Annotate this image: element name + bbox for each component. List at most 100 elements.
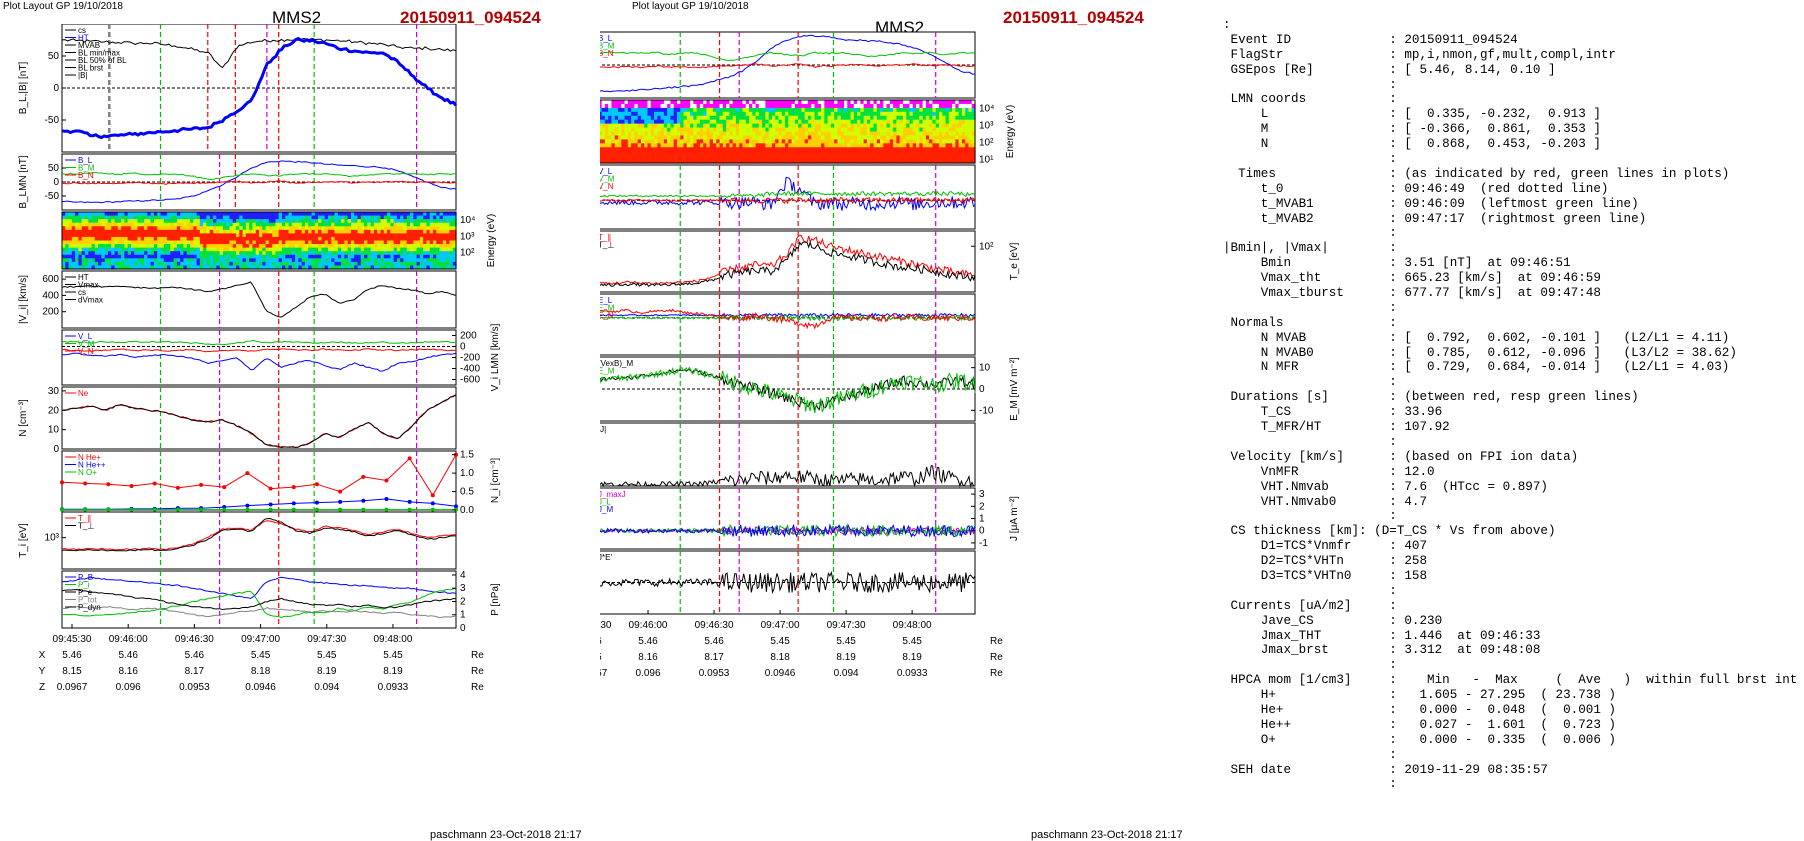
spectrogram-cell [902, 100, 907, 105]
spectrogram-cell [922, 135, 927, 140]
spectrogram-cell [219, 244, 224, 249]
spectrogram-cell [794, 155, 799, 160]
spectrogram-cell [101, 240, 106, 245]
spectrogram-cell [170, 251, 175, 256]
spectrogram-cell [173, 236, 178, 242]
spectrogram-cell [844, 119, 848, 125]
spectrogram-cell [896, 155, 901, 160]
spectrogram-cell [902, 147, 907, 152]
spectrogram-cell [614, 107, 619, 113]
spectrogram-cell [91, 254, 96, 259]
spectrogram-cell [242, 226, 247, 231]
spectrogram-cell [965, 119, 970, 125]
spectrogram-cell [196, 251, 201, 256]
spectrogram-cell [226, 226, 231, 231]
spectrogram-cell [814, 111, 819, 117]
spectrogram-cell [922, 107, 927, 113]
spectrogram-cell [209, 251, 214, 256]
spectrogram-cell [765, 155, 770, 160]
spectrogram-cell [183, 240, 188, 245]
spectrogram-cell [654, 119, 658, 125]
spectrogram-cell [618, 151, 622, 156]
spectrogram-cell [676, 159, 681, 164]
spectrogram-cell [91, 226, 96, 231]
spectrogram-cell [719, 103, 724, 109]
spectrogram-cell [153, 251, 158, 256]
spectrogram-cell [755, 119, 760, 125]
spectrogram-cell [104, 261, 109, 267]
series-line [61, 348, 456, 353]
spectrogram-cell [304, 212, 309, 217]
spectrogram-cell [176, 212, 181, 217]
spectrogram-cell [167, 254, 171, 259]
spectrogram-cell [449, 215, 454, 220]
spectrogram-cell [919, 151, 924, 156]
spectrogram-cell [618, 119, 622, 125]
spectrogram-cell [880, 131, 884, 137]
spectrogram-cell [791, 155, 796, 160]
spectrogram-cell [91, 240, 96, 245]
spectrogram-cell [673, 100, 678, 105]
spectrogram-cell [318, 244, 322, 249]
spectrogram-cell [183, 251, 188, 256]
spectrogram-cell [94, 261, 99, 267]
spectrogram-cell [419, 265, 424, 270]
spectrogram-cell [955, 123, 960, 129]
spectrogram-cell [337, 240, 342, 245]
spectrogram-cell [686, 139, 691, 144]
spectrogram-cell [647, 155, 652, 160]
spectrogram-cell [824, 155, 829, 160]
legend-entry: Ne [78, 389, 89, 398]
spectrogram-cell [157, 226, 162, 231]
spectrogram-cell [252, 265, 257, 270]
spectrogram-cell [670, 103, 675, 109]
spectrogram-cell [360, 247, 365, 252]
spectrogram-cell [611, 143, 616, 148]
spectrogram-cell [804, 123, 809, 129]
spectrogram-cell [722, 151, 727, 156]
spectrogram-cell [680, 115, 685, 121]
spectrogram-cell [621, 143, 626, 148]
spectrogram-cell [236, 219, 240, 224]
spectrogram-cell [699, 143, 704, 148]
pos-value: 0.0953 [179, 682, 210, 693]
spectrogram-cell [840, 111, 845, 117]
info-line: Vmax_tburst : 677.77 [km/s] at 09:47:48 [1223, 286, 1601, 301]
spectrogram-cell [922, 111, 927, 117]
spectrogram-cell [896, 103, 901, 109]
legend-entry: Vmax [78, 281, 98, 290]
spectrogram-cell [249, 222, 254, 227]
spectrogram-cell [423, 244, 428, 249]
spectrogram-cell [291, 226, 296, 231]
spectrogram-cell [160, 236, 165, 242]
spectrogram-cell [406, 236, 411, 242]
spectrogram-cell [925, 147, 930, 152]
spectrogram-cell [347, 229, 352, 234]
spectrogram-cell [768, 115, 773, 121]
spectrogram-cell [357, 265, 362, 270]
spectrogram-cell [752, 115, 757, 121]
spectrogram-cell [383, 254, 388, 259]
spectrogram-cell [219, 222, 224, 227]
spectrogram-cell [245, 251, 250, 256]
spectrogram-cell [719, 127, 724, 133]
spectrogram-cell [216, 247, 221, 252]
spectrogram-cell [373, 233, 378, 238]
spectrogram-cell [403, 247, 408, 252]
spectrogram-cell [245, 236, 250, 242]
spectrogram-cell [654, 159, 658, 164]
spectrogram-cell [893, 100, 897, 105]
spectrogram-cell [952, 100, 956, 105]
spectrogram-cell [206, 236, 211, 242]
spectrogram-cell [347, 222, 352, 227]
spectrogram-cell [676, 115, 681, 121]
spectrogram-cell [383, 244, 388, 249]
spectrogram-cell [837, 135, 842, 140]
spectrogram-cell [314, 222, 319, 227]
spectrogram-cell [857, 159, 861, 164]
spectrogram-cell [663, 135, 668, 140]
spectrogram-cell [167, 215, 171, 220]
spectrogram-cell [285, 233, 290, 238]
spectrogram-cell [830, 147, 835, 152]
spectrogram-cell [252, 258, 257, 263]
